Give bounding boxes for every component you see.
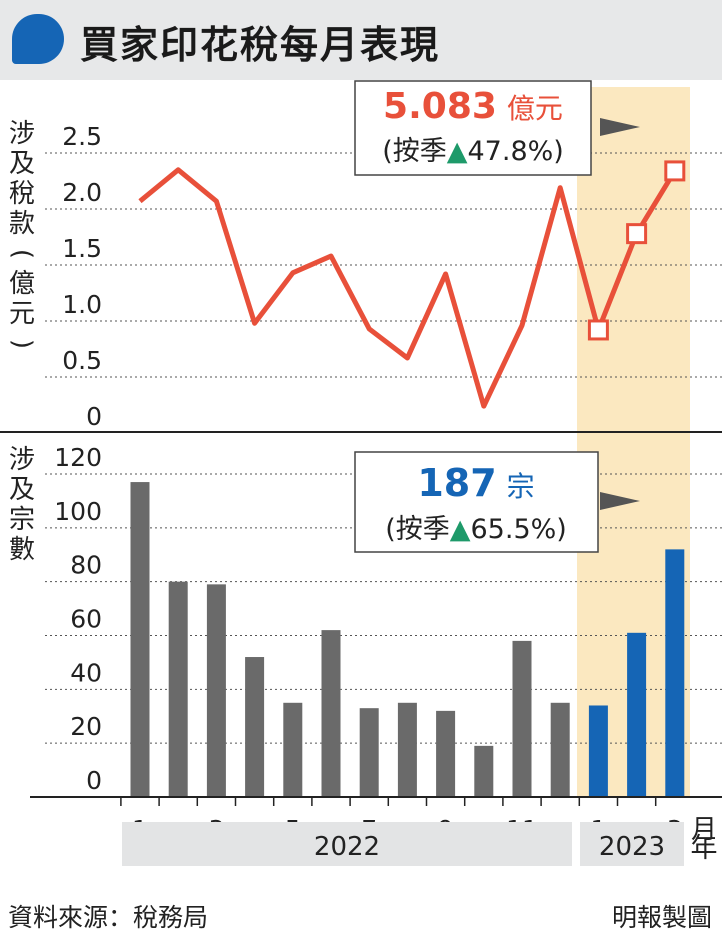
bar	[550, 702, 570, 797]
source-note: 資料來源：稅務局	[8, 903, 209, 932]
line-point-marker	[664, 160, 686, 182]
bar	[168, 581, 188, 797]
bar-y-tick-label: 0	[86, 766, 102, 795]
svg-text:(按季▲47.8%): (按季▲47.8%)	[382, 136, 564, 167]
year-band-2022	[122, 822, 572, 866]
line-y-tick-label: 0	[86, 402, 102, 431]
bar	[665, 549, 685, 797]
title-bar: 買家印花稅每月表現	[0, 0, 722, 80]
line-y-tick-label: 2.5	[62, 122, 102, 151]
bar	[627, 632, 647, 797]
line-callout-change: 47.8%)	[468, 136, 564, 167]
up-triangle-icon: ▲	[447, 136, 468, 167]
bar-callout-change: 65.5%)	[471, 514, 567, 545]
line-callout-prefix: (按季	[382, 136, 447, 167]
x-axis-month-unit: 月	[691, 815, 717, 845]
bar-callout-unit: 宗	[507, 470, 535, 503]
line-point-marker	[626, 223, 648, 245]
line-y-tick-label: 2.0	[62, 178, 102, 207]
bar-callout-prefix: (按季	[385, 514, 450, 545]
line-y-tick-label: 1.0	[62, 290, 102, 319]
line-y-tick-label: 1.5	[62, 234, 102, 263]
line-y-label-char: 款	[9, 209, 35, 239]
bar-chart-y-ticks: 120 100 80 60 40 20 0	[54, 443, 102, 795]
line-callout: 5.083 億元 (按季▲47.8%)	[354, 80, 640, 176]
bar	[283, 702, 303, 797]
bar	[474, 745, 494, 797]
bar	[130, 482, 150, 797]
up-triangle-icon: ▲	[450, 514, 471, 545]
bar-y-label-char: 數	[9, 535, 35, 565]
line-y-label-char: 及	[9, 149, 35, 179]
line-y-label-char: )	[7, 339, 37, 349]
line-y-tick-label: 0.5	[62, 346, 102, 375]
line-callout-unit: 億元	[507, 92, 563, 125]
speech-bubble-icon	[12, 14, 64, 64]
bar-y-tick-label: 100	[54, 497, 102, 526]
bar-y-label-char: 及	[9, 475, 35, 505]
bar	[436, 710, 456, 797]
bar	[206, 584, 226, 797]
line-y-label-char: 稅	[9, 179, 35, 209]
bar	[359, 708, 379, 797]
line-path	[138, 167, 677, 409]
year-band-2023	[580, 822, 684, 866]
credit-note: 明報製圖	[611, 903, 712, 932]
chart-title: 買家印花稅每月表現	[80, 22, 441, 67]
bar-y-label-char: 涉	[9, 445, 35, 475]
bar-series	[130, 482, 685, 797]
bar	[588, 705, 608, 797]
svg-text:(按季▲65.5%): (按季▲65.5%)	[385, 514, 567, 545]
year-label-2022: 2022	[314, 832, 380, 862]
bar	[397, 702, 417, 797]
line-callout-value: 5.083	[383, 86, 497, 127]
line-y-label-char: 億	[9, 269, 35, 299]
year-label-2023: 2023	[599, 832, 665, 862]
line-chart-y-ticks: 2.5 2.0 1.5 1.0 0.5 0	[62, 122, 102, 431]
line-point-marker	[587, 319, 609, 341]
bar	[512, 640, 532, 797]
bar	[245, 657, 265, 797]
line-y-label-char: (	[7, 249, 37, 259]
line-y-label-char: 元	[9, 299, 35, 329]
bar-y-tick-label: 60	[70, 605, 102, 634]
bar-y-tick-label: 80	[70, 551, 102, 580]
line-y-label-char: 涉	[9, 119, 35, 149]
year-unit: 年	[691, 833, 718, 864]
bar-callout: 187 宗 (按季▲65.5%)	[354, 451, 640, 553]
bar-y-tick-label: 120	[54, 443, 102, 472]
bar-y-label-char: 宗	[9, 505, 35, 535]
line-series	[138, 160, 686, 409]
bar	[321, 630, 341, 797]
bar-callout-value: 187	[417, 461, 496, 505]
bar-y-tick-label: 20	[70, 712, 102, 741]
bar-y-tick-label: 40	[70, 658, 102, 687]
